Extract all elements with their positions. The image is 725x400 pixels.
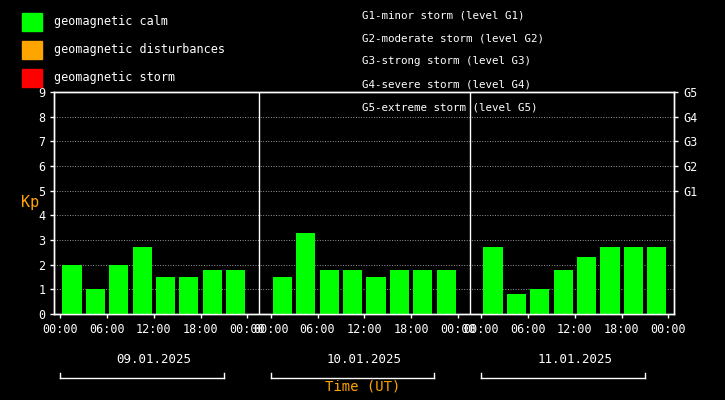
Text: geomagnetic storm: geomagnetic storm xyxy=(54,72,175,84)
Bar xyxy=(390,270,409,314)
Text: geomagnetic calm: geomagnetic calm xyxy=(54,16,168,28)
Bar xyxy=(297,233,315,314)
Bar xyxy=(86,289,105,314)
Bar xyxy=(62,265,81,314)
Text: G3-strong storm (level G3): G3-strong storm (level G3) xyxy=(362,56,531,66)
Bar xyxy=(109,265,128,314)
Bar xyxy=(273,277,292,314)
Bar xyxy=(133,247,152,314)
Text: 10.01.2025: 10.01.2025 xyxy=(327,353,402,366)
Text: G5-extreme storm (level G5): G5-extreme storm (level G5) xyxy=(362,103,538,113)
Bar xyxy=(624,247,643,314)
Bar xyxy=(554,270,573,314)
Text: G1-minor storm (level G1): G1-minor storm (level G1) xyxy=(362,10,525,20)
Bar xyxy=(226,270,245,314)
Bar xyxy=(203,270,222,314)
Text: Time (UT): Time (UT) xyxy=(325,380,400,394)
Y-axis label: Kp: Kp xyxy=(21,196,39,210)
Text: 09.01.2025: 09.01.2025 xyxy=(116,353,191,366)
Text: 11.01.2025: 11.01.2025 xyxy=(537,353,613,366)
Bar xyxy=(530,289,550,314)
Bar xyxy=(343,270,362,314)
Text: geomagnetic disturbances: geomagnetic disturbances xyxy=(54,44,225,56)
Bar xyxy=(156,277,175,314)
Bar xyxy=(366,277,386,314)
Bar xyxy=(320,270,339,314)
Bar xyxy=(600,247,620,314)
Bar xyxy=(577,257,596,314)
Text: G4-severe storm (level G4): G4-severe storm (level G4) xyxy=(362,80,531,90)
Text: G2-moderate storm (level G2): G2-moderate storm (level G2) xyxy=(362,33,544,43)
Bar xyxy=(413,270,432,314)
Bar xyxy=(179,277,199,314)
Bar xyxy=(484,247,502,314)
Bar xyxy=(436,270,456,314)
Bar xyxy=(507,294,526,314)
Bar xyxy=(647,247,666,314)
